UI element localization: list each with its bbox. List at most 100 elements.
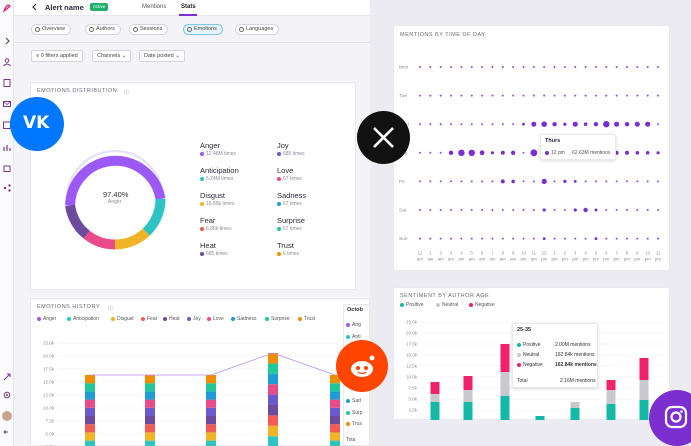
time-dot[interactable] xyxy=(584,94,587,97)
time-dot[interactable] xyxy=(594,66,597,68)
history-bar-segment[interactable] xyxy=(85,391,95,400)
time-dot[interactable] xyxy=(615,66,618,68)
sentiment-bar-segment[interactable] xyxy=(606,380,616,390)
time-dot[interactable] xyxy=(429,66,432,68)
logout-icon[interactable] xyxy=(2,427,12,437)
history-bar-segment[interactable] xyxy=(145,375,155,384)
history-bar-segment[interactable] xyxy=(330,399,340,408)
time-dot[interactable] xyxy=(593,122,599,127)
time-dot[interactable] xyxy=(572,121,578,127)
history-bar-segment[interactable] xyxy=(145,424,155,433)
time-dot[interactable] xyxy=(501,94,504,97)
time-dot[interactable] xyxy=(522,151,525,154)
time-dot[interactable] xyxy=(450,66,453,68)
time-dot[interactable] xyxy=(605,209,608,211)
time-dot[interactable] xyxy=(553,66,556,68)
time-dot[interactable] xyxy=(656,151,660,155)
time-dot[interactable] xyxy=(450,237,453,240)
time-dot[interactable] xyxy=(574,94,577,97)
filters-button[interactable]: ≡ 0 filters applied xyxy=(31,50,83,62)
time-dot[interactable] xyxy=(481,180,484,183)
time-dot[interactable] xyxy=(657,123,660,126)
time-dot[interactable] xyxy=(532,94,535,97)
time-dot[interactable] xyxy=(573,180,577,183)
history-bar-segment[interactable] xyxy=(268,405,278,416)
time-dot[interactable] xyxy=(450,123,453,126)
sentiment-bar-segment[interactable] xyxy=(606,404,616,420)
time-dot[interactable] xyxy=(584,237,587,240)
history-bar-segment[interactable] xyxy=(268,373,278,385)
sentiment-bar-segment[interactable] xyxy=(606,390,616,404)
time-dot[interactable] xyxy=(419,123,421,126)
sentiment-bar-segment[interactable] xyxy=(430,402,440,420)
time-dot[interactable] xyxy=(450,209,453,211)
mail-icon[interactable] xyxy=(2,99,12,109)
sentiment-bar-segment[interactable] xyxy=(430,394,440,402)
time-dot[interactable] xyxy=(657,237,660,240)
time-dot[interactable] xyxy=(646,209,649,211)
time-dot[interactable] xyxy=(512,123,515,126)
history-bar-segment[interactable] xyxy=(145,399,155,408)
time-dot[interactable] xyxy=(553,94,556,97)
time-dot[interactable] xyxy=(479,150,485,156)
sentiment-bar-segment[interactable] xyxy=(570,408,580,420)
time-dot[interactable] xyxy=(636,180,639,183)
time-dot[interactable] xyxy=(522,66,525,68)
subtab-overview[interactable]: Overview xyxy=(31,24,71,35)
time-dot[interactable] xyxy=(439,151,442,154)
time-dot[interactable] xyxy=(501,66,504,68)
time-dot[interactable] xyxy=(491,123,494,126)
time-dot[interactable] xyxy=(501,209,504,211)
logo-icon[interactable] xyxy=(2,3,12,13)
time-dot[interactable] xyxy=(636,237,639,240)
time-dot[interactable] xyxy=(429,237,432,240)
time-dot[interactable] xyxy=(439,94,442,97)
time-dot[interactable] xyxy=(583,207,588,213)
history-bar-segment[interactable] xyxy=(145,440,155,446)
time-dot[interactable] xyxy=(635,151,640,155)
time-dot[interactable] xyxy=(531,121,537,127)
sentiment-bar-segment[interactable] xyxy=(639,400,649,420)
sentiment-bar-segment[interactable] xyxy=(463,402,473,420)
time-dot[interactable] xyxy=(510,150,516,155)
time-dot[interactable] xyxy=(645,151,650,155)
chart-icon[interactable] xyxy=(2,143,12,153)
time-dot[interactable] xyxy=(481,237,484,240)
time-dot[interactable] xyxy=(460,237,463,240)
sentiment-bar-segment[interactable] xyxy=(639,380,649,400)
contacts-icon[interactable] xyxy=(2,78,12,88)
history-bar-segment[interactable] xyxy=(145,407,155,416)
time-dot[interactable] xyxy=(532,209,535,211)
time-dot[interactable] xyxy=(574,237,577,240)
expand-chevron-icon[interactable] xyxy=(2,36,12,46)
time-dot[interactable] xyxy=(512,66,515,68)
time-dot[interactable] xyxy=(460,94,463,97)
time-dot[interactable] xyxy=(542,208,546,212)
time-dot[interactable] xyxy=(491,94,494,97)
sentiment-bar-segment[interactable] xyxy=(535,416,545,420)
time-dot[interactable] xyxy=(563,209,566,211)
time-dot[interactable] xyxy=(646,66,649,68)
time-dot[interactable] xyxy=(419,66,421,68)
time-dot[interactable] xyxy=(626,94,628,97)
time-dot[interactable] xyxy=(448,150,454,155)
sentiment-bar-segment[interactable] xyxy=(500,344,510,372)
time-dot[interactable] xyxy=(522,94,525,97)
history-bar-segment[interactable] xyxy=(145,391,155,400)
time-dot[interactable] xyxy=(657,66,660,68)
time-dot[interactable] xyxy=(470,94,473,97)
time-dot[interactable] xyxy=(615,209,618,211)
time-dot[interactable] xyxy=(419,209,421,211)
sentiment-bar-segment[interactable] xyxy=(500,396,510,420)
settings-icon[interactable] xyxy=(2,390,12,400)
time-dot[interactable] xyxy=(439,180,442,183)
time-dot[interactable] xyxy=(532,66,535,68)
tab-mentions[interactable]: Mentions xyxy=(142,4,167,10)
time-dot[interactable] xyxy=(657,209,660,211)
time-dot[interactable] xyxy=(500,150,505,155)
time-dot[interactable] xyxy=(522,209,525,211)
history-bar-segment[interactable] xyxy=(85,416,95,425)
time-dot[interactable] xyxy=(636,94,639,97)
time-dot[interactable] xyxy=(439,123,442,126)
avatar[interactable] xyxy=(2,411,12,421)
